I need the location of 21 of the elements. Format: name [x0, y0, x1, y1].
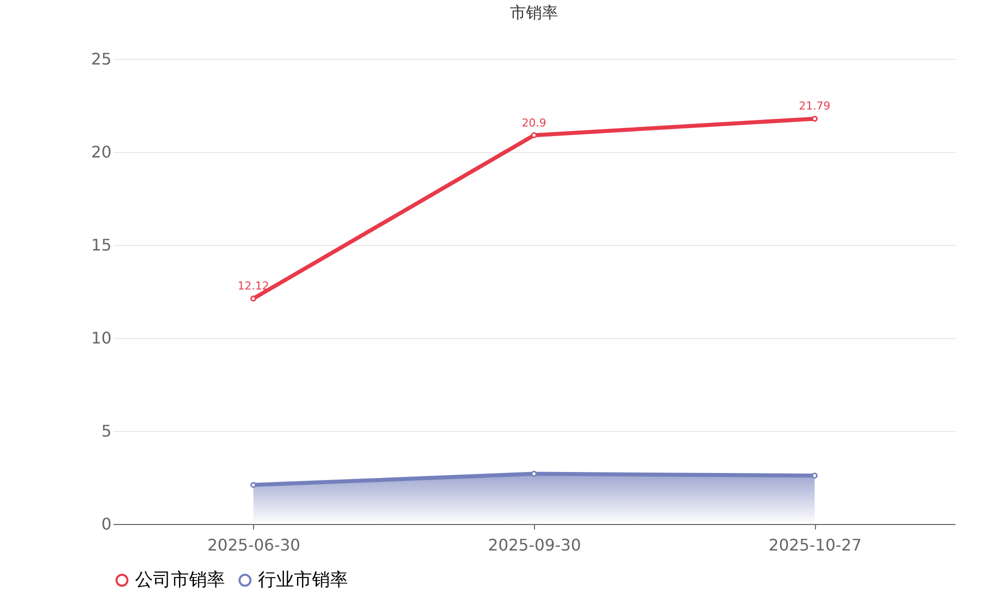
chart-title: 市销率 [510, 3, 558, 22]
point [531, 132, 537, 138]
y-tick-label: 20 [91, 142, 112, 162]
data-label: 21.79 [798, 100, 830, 113]
legend-label: 公司市销率 [135, 569, 225, 590]
y-tick-label: 0 [101, 514, 112, 534]
y-tick-label: 15 [91, 236, 112, 254]
x-tick-label: 2025-06-30 [207, 536, 300, 554]
point [812, 116, 818, 122]
y-tick-label: 10 [91, 328, 112, 348]
x-tick-label: 2025-10-27 [768, 536, 862, 554]
x-tick-label: 2025-09-30 [488, 536, 581, 554]
point [531, 470, 537, 477]
data-label: 20.9 [522, 116, 546, 130]
legend-label: 行业市销率 [258, 569, 348, 590]
point [250, 482, 256, 488]
y-tick-label: 5 [101, 422, 112, 440]
point [812, 472, 818, 479]
y-tick-label: 25 [91, 50, 112, 68]
data-label: 12.12 [238, 280, 270, 293]
point [250, 296, 256, 302]
